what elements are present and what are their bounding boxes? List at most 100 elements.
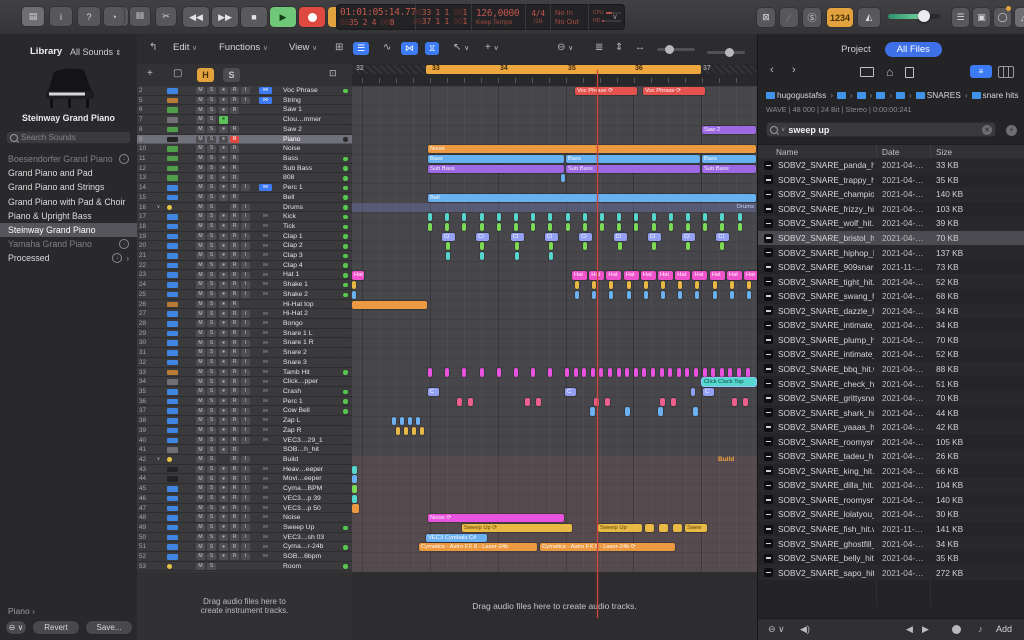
- region-cell[interactable]: [416, 417, 420, 425]
- region[interactable]: Hat: [606, 271, 621, 279]
- region-cell[interactable]: [583, 242, 587, 250]
- file-row[interactable]: SOBV2_SNARE_fish_hit.w2021-11-…141 KB: [758, 522, 1024, 537]
- flex-icon[interactable]: ⋈: [259, 272, 272, 279]
- input-monitor-button[interactable]: I: [241, 252, 250, 259]
- flex-icon[interactable]: ⋈: [259, 320, 272, 327]
- region-cell[interactable]: [678, 281, 682, 289]
- freeze-button[interactable]: ∗: [219, 184, 228, 191]
- region-cell[interactable]: [673, 524, 682, 532]
- flex-icon[interactable]: ⋈: [259, 87, 272, 94]
- record-enable-button[interactable]: R: [230, 349, 239, 356]
- region-cell[interactable]: [497, 213, 501, 221]
- file-row[interactable]: SOBV2_SNARE_ghostfill_2021-04-…34 KB: [758, 536, 1024, 551]
- region-cell[interactable]: [592, 291, 596, 299]
- file-row[interactable]: SOBV2_SNARE_bristol_h2021-04-…70 KB: [758, 231, 1024, 246]
- region-cell[interactable]: [599, 368, 603, 376]
- catch-playhead-icon[interactable]: ↰: [149, 42, 157, 53]
- flex-icon[interactable]: ⋈: [259, 242, 272, 249]
- solo-button[interactable]: S: [207, 194, 216, 201]
- input-monitor-button[interactable]: I: [241, 437, 250, 444]
- flex-icon[interactable]: ⋈: [259, 524, 272, 531]
- region[interactable]: Noise ⟳: [428, 514, 564, 522]
- library-toggle-icon[interactable]: ▤: [22, 7, 44, 26]
- record-enable-button[interactable]: R: [230, 165, 239, 172]
- mute-button[interactable]: M: [196, 524, 205, 531]
- flex-icon[interactable]: ⋈: [259, 514, 272, 521]
- lcd-display[interactable]: 01:01:05:14.77 0035 2 4 008 0033 1 1 001…: [336, 4, 625, 30]
- track-row[interactable]: 18MS∗RI⋈Tick: [137, 222, 352, 232]
- track-row[interactable]: 40MS∗RI⋈VEC3…29_1: [137, 436, 352, 446]
- region-cell[interactable]: [548, 223, 552, 231]
- mute-button[interactable]: M: [196, 553, 205, 560]
- browsers-icon[interactable]: ♫: [1015, 8, 1024, 27]
- mute-button[interactable]: M: [196, 320, 205, 327]
- region-cell[interactable]: [515, 252, 519, 260]
- solo-button[interactable]: S: [207, 330, 216, 337]
- file-row[interactable]: SOBV2_SNARE_intimate_2021-04-…34 KB: [758, 318, 1024, 333]
- solo-button[interactable]: S: [207, 301, 216, 308]
- region-cell[interactable]: [737, 368, 741, 376]
- file-row[interactable]: SOBV2_SNARE_grittysna2021-04-…70 KB: [758, 391, 1024, 406]
- file-row[interactable]: SOBV2_SNARE_sapo_hit.2021-04-…272 KB: [758, 565, 1024, 580]
- region[interactable]: Cl: [579, 233, 592, 241]
- cycle-range[interactable]: [426, 65, 701, 74]
- mute-button[interactable]: M: [196, 97, 205, 104]
- flex-mode-icon[interactable]: ⧖: [425, 42, 439, 55]
- region-cell[interactable]: [691, 388, 695, 396]
- region-cell[interactable]: [617, 368, 621, 376]
- record-enable-button[interactable]: R: [230, 87, 239, 94]
- track-row[interactable]: 33MS∗RI⋈Tamb Hit: [137, 368, 352, 378]
- track-row[interactable]: 51MS∗RI⋈Cyma…r-24b: [137, 542, 352, 552]
- track-row[interactable]: 42∨MSRIBuild: [137, 455, 352, 465]
- region-cell[interactable]: [720, 223, 724, 231]
- freeze-button[interactable]: ∗: [219, 301, 228, 308]
- file-row[interactable]: SOBV2_SNARE_champior2021-04-…140 KB: [758, 187, 1024, 202]
- region-cell[interactable]: [352, 495, 357, 503]
- mute-button[interactable]: M: [196, 184, 205, 191]
- library-item[interactable]: Processed↓›: [0, 251, 137, 265]
- flex-icon[interactable]: ⋈: [259, 378, 272, 385]
- record-enable-button[interactable]: R: [230, 174, 239, 181]
- solo-button[interactable]: S: [207, 184, 216, 191]
- mute-button[interactable]: M: [196, 359, 205, 366]
- region-cell[interactable]: [634, 223, 638, 231]
- region-cell[interactable]: [617, 213, 621, 221]
- solo-button[interactable]: S: [207, 446, 216, 453]
- region[interactable]: Cymatics - Astro FX 8 - Laser-24b: [419, 543, 537, 551]
- region-cell[interactable]: [625, 407, 630, 415]
- input-monitor-button[interactable]: I: [241, 340, 250, 347]
- region-cell[interactable]: [514, 223, 518, 231]
- freeze-button[interactable]: ∗: [219, 417, 228, 424]
- flex-icon[interactable]: ⋈: [259, 310, 272, 317]
- functions-menu[interactable]: Functions ∨: [219, 42, 268, 53]
- flex-icon[interactable]: ⋈: [259, 223, 272, 230]
- region-cell[interactable]: [730, 291, 734, 299]
- input-monitor-button[interactable]: I: [241, 398, 250, 405]
- file-row[interactable]: SOBV2_SNARE_panda_h2021-04-…33 KB: [758, 158, 1024, 173]
- column-name[interactable]: Name: [776, 147, 798, 157]
- region-cell[interactable]: [480, 252, 484, 260]
- freeze-button[interactable]: ∗: [219, 165, 228, 172]
- file-row[interactable]: SOBV2_SNARE_swang_h2021-04-…68 KB: [758, 289, 1024, 304]
- region-cell[interactable]: [609, 291, 613, 299]
- mute-button[interactable]: M: [196, 194, 205, 201]
- region-cell[interactable]: [536, 398, 541, 406]
- region-cell[interactable]: [703, 368, 707, 376]
- solo-button[interactable]: S: [207, 155, 216, 162]
- region[interactable]: Bass: [428, 155, 564, 163]
- flex-icon[interactable]: ⋈: [259, 291, 272, 298]
- file-row[interactable]: SOBV2_SNARE_intimate_2021-04-…52 KB: [758, 347, 1024, 362]
- region-cell[interactable]: [652, 242, 656, 250]
- region-cell[interactable]: [720, 368, 724, 376]
- erase-midi-icon[interactable]: ⊠: [757, 8, 775, 27]
- region-cell[interactable]: [428, 223, 432, 231]
- secondary-tool-menu[interactable]: + ∨: [485, 42, 499, 53]
- flex-icon[interactable]: ⋈: [259, 485, 272, 492]
- track-row[interactable]: 41MS∗RSOB…h_hit: [137, 445, 352, 455]
- grid-view-icon[interactable]: ⊞: [335, 42, 343, 53]
- input-monitor-button[interactable]: I: [241, 456, 250, 463]
- region[interactable]: Hat: [658, 271, 673, 279]
- file-row[interactable]: SOBV2_SNARE_king_hit.2021-04-…66 KB: [758, 464, 1024, 479]
- freeze-button[interactable]: ∗: [219, 136, 228, 143]
- freeze-button[interactable]: ∗: [219, 495, 228, 502]
